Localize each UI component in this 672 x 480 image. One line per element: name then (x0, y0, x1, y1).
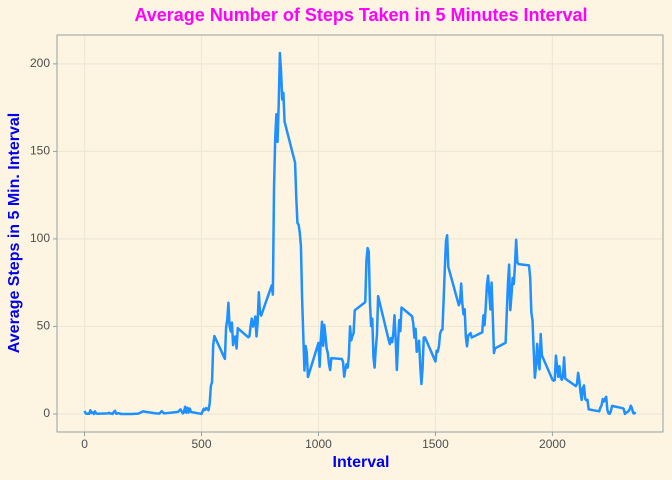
x-axis-label: Interval (333, 454, 390, 471)
y-tick-label: 100 (30, 231, 50, 245)
y-tick-label: 150 (30, 144, 50, 158)
y-axis-label: Average Steps in 5 Min. Interval (6, 113, 23, 353)
data-line (83, 51, 637, 416)
panel-border (56, 34, 664, 433)
x-tick-label: 1000 (305, 437, 332, 451)
y-tick-label: 50 (37, 319, 51, 333)
x-tick-label: 0 (81, 437, 88, 451)
x-tick-label: 500 (191, 437, 211, 451)
y-tick-label: 0 (43, 406, 50, 420)
x-tick-label: 2000 (539, 437, 566, 451)
y-tick-label: 200 (30, 56, 50, 70)
chart-title: Average Number of Steps Taken in 5 Minut… (134, 5, 587, 25)
x-tick-label: 1500 (422, 437, 449, 451)
